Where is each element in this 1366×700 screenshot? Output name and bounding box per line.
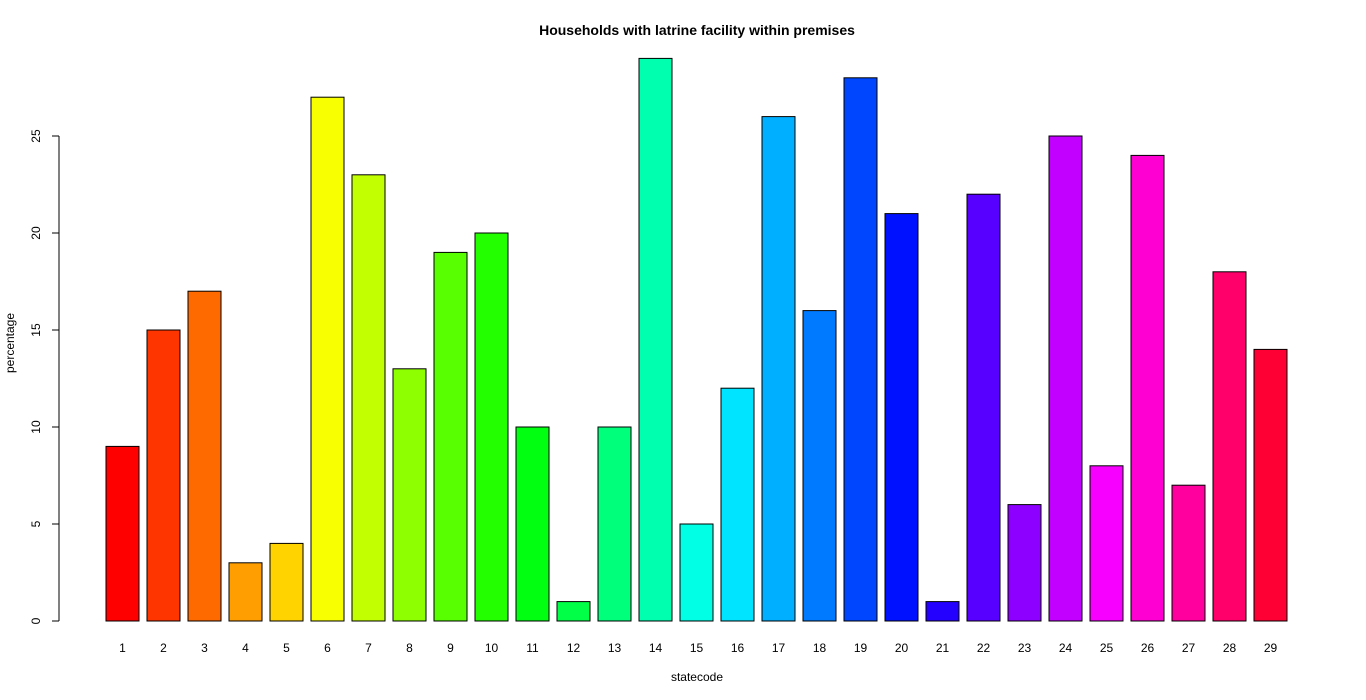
bar-24	[1048, 135, 1083, 622]
bar-3	[187, 290, 222, 622]
bar-5	[269, 542, 304, 622]
bar-9	[433, 251, 468, 622]
x-tick-label: 22	[977, 641, 991, 655]
x-tick-label: 29	[1264, 641, 1278, 655]
bar-15	[679, 523, 714, 622]
chart-title: Households with latrine facility within …	[539, 22, 855, 38]
y-tick-label: 20	[29, 226, 43, 240]
x-tick-label: 15	[690, 641, 704, 655]
y-axis-label: percentage	[3, 313, 17, 373]
x-tick-label: 2	[160, 641, 167, 655]
x-tick-label: 10	[485, 641, 499, 655]
x-tick-labels: 1 2 3 4 5 6 7 8 9 10 11 12 13 14 15 16 17 18 19 20 21 22 23 24 2…	[119, 641, 1277, 655]
bar-18	[802, 310, 837, 622]
bar-1	[105, 445, 140, 622]
x-tick-label: 4	[242, 641, 249, 655]
x-tick-label: 17	[772, 641, 786, 655]
x-tick-label: 20	[895, 641, 909, 655]
y-tick-label: 25	[29, 129, 43, 143]
x-tick-label: 1	[119, 641, 126, 655]
bar-25	[1089, 465, 1124, 622]
x-tick-label: 25	[1100, 641, 1114, 655]
x-tick-label: 14	[649, 641, 663, 655]
bar-6	[310, 96, 345, 622]
bar-16	[720, 387, 755, 622]
x-tick-label: 18	[813, 641, 827, 655]
bar-17	[761, 116, 796, 622]
bars-group	[105, 57, 1288, 622]
bar-4	[228, 562, 263, 622]
bar-12	[556, 601, 591, 622]
x-tick-label: 13	[608, 641, 622, 655]
bar-27	[1171, 484, 1206, 622]
x-tick-label: 16	[731, 641, 745, 655]
x-tick-label: 28	[1223, 641, 1237, 655]
bar-13	[597, 426, 632, 622]
x-tick-label: 5	[283, 641, 290, 655]
bar-20	[884, 213, 919, 622]
bar-7	[351, 174, 386, 622]
x-tick-label: 23	[1018, 641, 1032, 655]
bar-2	[146, 329, 181, 622]
bar-8	[392, 368, 427, 622]
y-tick-label: 5	[29, 520, 43, 527]
bar-11	[515, 426, 550, 622]
x-axis-label: statecode	[671, 670, 723, 684]
y-tick-label: 10	[29, 420, 43, 434]
bar-21	[925, 601, 960, 622]
bar-14	[638, 57, 673, 622]
x-tick-label: 6	[324, 641, 331, 655]
y-axis: 0 5 10 15 20 25	[29, 129, 60, 624]
x-tick-label: 11	[526, 641, 539, 655]
x-tick-label: 12	[567, 641, 581, 655]
x-tick-label: 26	[1141, 641, 1155, 655]
x-tick-label: 8	[406, 641, 413, 655]
x-tick-label: 3	[201, 641, 208, 655]
bar-10	[474, 232, 509, 622]
x-tick-label: 7	[365, 641, 372, 655]
bar-28	[1212, 271, 1247, 622]
x-tick-label: 21	[936, 641, 950, 655]
y-tick-label: 0	[29, 617, 43, 624]
x-tick-label: 24	[1059, 641, 1073, 655]
bar-19	[843, 77, 878, 622]
y-tick-label: 15	[29, 323, 43, 337]
x-tick-label: 27	[1182, 641, 1196, 655]
x-tick-label: 19	[854, 641, 868, 655]
x-tick-label: 9	[447, 641, 454, 655]
bar-22	[966, 193, 1001, 622]
bar-29	[1253, 348, 1288, 622]
bar-23	[1007, 504, 1042, 622]
bar-26	[1130, 154, 1165, 622]
